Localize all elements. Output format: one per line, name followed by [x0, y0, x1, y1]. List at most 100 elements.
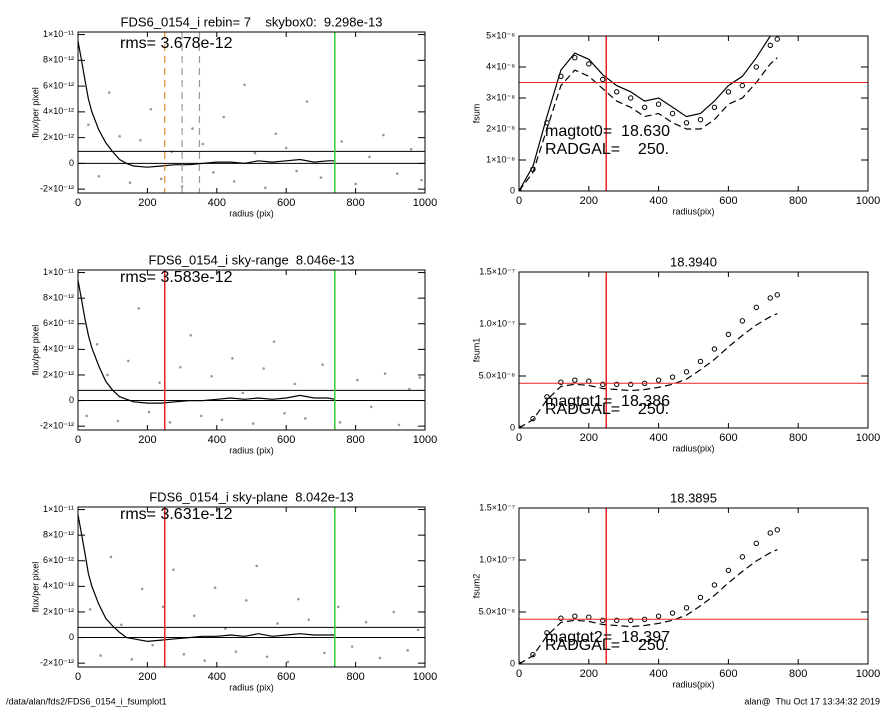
x-axis-label: radius (pix)	[229, 208, 274, 218]
data-point	[364, 620, 368, 624]
y-tick-label: 2×10⁻¹²	[43, 369, 74, 379]
data-point	[97, 174, 101, 178]
panel: 0 200 400 600 800 1000-2×10⁻¹²02×10⁻¹²4×10⁻¹²…	[30, 14, 437, 218]
data-point	[600, 617, 606, 624]
y-tick-label: 8×10⁻¹²	[43, 55, 74, 65]
data-point	[172, 568, 175, 572]
data-point	[189, 333, 193, 337]
data-point	[530, 651, 536, 658]
data-point	[627, 617, 634, 624]
data-point	[600, 381, 606, 388]
data-point	[210, 374, 213, 378]
data-point	[179, 365, 182, 369]
x-tick-label: 400	[649, 432, 667, 444]
data-point	[725, 567, 732, 574]
y-tick-label: 2×10⁻⁸	[486, 123, 515, 133]
x-tick-label: 1000	[413, 671, 437, 683]
data-point	[241, 391, 245, 395]
x-tick-label: 200	[138, 434, 156, 446]
data-point	[303, 417, 307, 420]
x-tick-label: 600	[277, 671, 295, 683]
x-tick-label: 1000	[856, 668, 880, 680]
data-point	[683, 605, 690, 611]
data-point	[107, 91, 111, 94]
data-point	[283, 412, 286, 415]
dashed-line	[519, 313, 778, 428]
x-tick-label: 600	[719, 432, 737, 444]
data-point	[139, 138, 142, 142]
y-tick-label: 1.5×10⁻⁷	[479, 266, 515, 276]
chart-title: FDS6_0154_i sky-plane 8.042e-13	[149, 489, 354, 504]
y-tick-label: -2×10⁻¹²	[40, 421, 74, 431]
data-point	[305, 100, 309, 103]
data-point	[767, 530, 773, 536]
data-point	[739, 318, 746, 324]
footer-path: /data/alan/fds2/FDS6_0154_i_fsumplot1	[6, 696, 167, 706]
dashed-line	[519, 549, 778, 664]
data-point	[350, 645, 354, 648]
data-point	[231, 357, 234, 360]
data-point	[753, 64, 760, 70]
x-tick-label: 0	[75, 197, 81, 209]
x-tick-label: 400	[649, 195, 667, 207]
data-point	[137, 307, 141, 310]
footer-date: alan@ Thu Oct 17 13:34:32 2019	[744, 696, 880, 706]
x-tick-label: 1000	[856, 195, 880, 207]
x-axis-label: radius(pix)	[672, 206, 714, 216]
data-point	[383, 372, 387, 375]
y-axis-label: flux/per pixel	[30, 325, 40, 376]
data-point	[118, 135, 121, 138]
x-tick-label: 800	[789, 668, 807, 680]
plot-frame	[518, 507, 869, 665]
y-tick-label: 0	[69, 632, 74, 642]
data-point	[408, 387, 411, 391]
data-point	[420, 178, 423, 182]
plot-frame	[77, 506, 426, 668]
annotation: rms= 3.631e-12	[120, 506, 233, 523]
y-tick-label: 2×10⁻¹²	[43, 606, 74, 616]
y-tick-label: 5.0×10⁻⁸	[479, 370, 516, 380]
data-point	[774, 292, 780, 298]
data-point	[753, 304, 760, 311]
data-point	[85, 414, 88, 418]
data-point	[212, 171, 215, 174]
data-point	[213, 586, 217, 589]
data-point	[368, 155, 371, 159]
data-point	[149, 107, 153, 111]
y-axis-label: flux/per pixel	[30, 562, 40, 613]
x-tick-label: 200	[580, 432, 598, 444]
annotation: RADGAL= 250.	[545, 141, 669, 158]
y-tick-label: -2×10⁻¹²	[40, 184, 74, 194]
data-point	[572, 613, 578, 619]
data-point	[416, 628, 420, 632]
data-point	[182, 652, 186, 656]
data-point	[739, 554, 746, 560]
panel: 0 200 400 600 800 1000 0 1×10⁻⁸ 2×10⁻⁸ 3×10⁻⁸ 4×10…	[471, 30, 880, 216]
data-point	[338, 421, 342, 424]
data-point	[753, 540, 760, 547]
chart-title: FDS6_0154_i rebin= 7 skybox0: 9.298e-13	[121, 14, 383, 29]
data-point	[530, 415, 536, 422]
data-point	[406, 649, 409, 652]
data-point	[767, 42, 773, 48]
data-point	[711, 104, 718, 111]
x-tick-label: 0	[75, 434, 81, 446]
data-point	[243, 83, 246, 87]
x-axis-label: radius (pix)	[229, 682, 274, 692]
y-tick-label: 5.0×10⁻⁸	[479, 606, 516, 616]
x-tick-label: 800	[789, 195, 807, 207]
data-point	[614, 381, 620, 388]
data-point	[224, 627, 227, 630]
plot-area	[78, 32, 425, 193]
plot-area	[78, 507, 425, 667]
data-point	[572, 377, 578, 383]
data-point	[669, 110, 676, 117]
plot-area	[519, 36, 868, 191]
data-point	[683, 369, 690, 375]
data-point	[336, 605, 340, 609]
y-tick-label: 4×10⁻¹²	[43, 581, 74, 591]
data-point	[293, 382, 297, 386]
y-tick-label: -2×10⁻¹²	[40, 658, 74, 668]
panel: 0 200 400 600 800 1000-2×10⁻¹²02×10⁻¹²4×10⁻¹²…	[30, 252, 437, 455]
data-point	[683, 120, 690, 126]
